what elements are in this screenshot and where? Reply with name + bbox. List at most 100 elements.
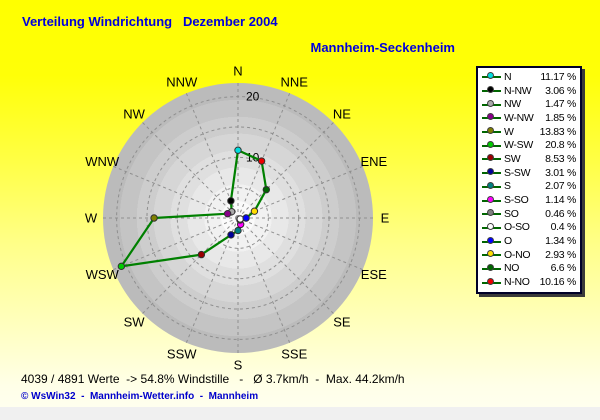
- grid-spoke: [237, 217, 334, 314]
- legend-percentage-value: 2.93 %: [545, 248, 576, 261]
- legend-item: N-NO 10.16 %: [482, 275, 576, 289]
- legend-percentage-value: 6.6 %: [550, 262, 577, 275]
- station-name: Mannheim-Seckenheim: [310, 40, 456, 55]
- data-point-marker: [234, 146, 242, 154]
- data-point-marker: [234, 226, 242, 235]
- legend-direction-label: W: [504, 125, 514, 138]
- grid-spoke: [237, 217, 363, 271]
- footer-copyright: © WsWin32 - Mannheim-Wetter.info - Mannh…: [21, 391, 259, 402]
- compass-label: WNW: [85, 154, 120, 169]
- legend-direction-label: SO: [504, 207, 519, 220]
- compass-label: NNW: [166, 75, 198, 90]
- legend-item: W 13.83 %: [482, 125, 576, 139]
- legend-percentage-value: 13.83 %: [539, 125, 577, 138]
- grid-spoke: [237, 165, 363, 219]
- legend-item: SW 8.53 %: [482, 152, 576, 166]
- legend-item: S-SW 3.01 %: [482, 166, 576, 180]
- legend-item: O-SO 0.4 %: [482, 221, 576, 235]
- legend-item: NO 6.6 %: [482, 262, 576, 276]
- legend-direction-label: O-NO: [504, 248, 531, 261]
- legend-series-marker-icon: [482, 86, 501, 95]
- legend-percentage-value: 0.46 %: [545, 207, 576, 220]
- legend-percentage-value: 3.01 %: [545, 166, 576, 179]
- legend-series-marker-icon: [482, 250, 501, 259]
- legend-series-marker-icon: [482, 236, 501, 246]
- legend-item: N-NW 3.06 %: [482, 84, 576, 98]
- data-point-marker: [223, 210, 232, 218]
- data-point-marker: [242, 214, 250, 222]
- window-bottom-strip: [0, 407, 600, 420]
- grid-spoke: [237, 217, 291, 343]
- legend-percentage-value: 1.34 %: [545, 235, 576, 248]
- legend-series-marker-icon: [482, 209, 501, 218]
- legend-series-marker-icon: [482, 113, 501, 122]
- grid-spoke: [113, 165, 239, 219]
- legend-direction-label: S: [504, 180, 511, 193]
- data-point-marker: [117, 262, 126, 271]
- legend-direction-label: W-SW: [504, 139, 533, 152]
- data-point-marker: [250, 207, 259, 215]
- compass-label: N: [233, 64, 242, 79]
- legend-series-marker-icon: [482, 263, 501, 273]
- legend-direction-label: SW: [504, 152, 521, 165]
- legend-percentage-value: 1.47 %: [545, 98, 576, 111]
- compass-label: NNE: [281, 75, 309, 90]
- grid-spoke: [237, 122, 334, 219]
- compass-label: NE: [333, 107, 351, 122]
- grid-circle: [176, 156, 300, 280]
- legend-percentage-value: 20.8 %: [545, 139, 576, 152]
- legend-item: S-SO 1.14 %: [482, 193, 576, 207]
- legend-percentage-value: 11.17 %: [540, 70, 576, 83]
- legend-percentage-value: 1.14 %: [545, 194, 576, 207]
- compass-label: SW: [124, 314, 146, 329]
- legend-series-marker-icon: [482, 72, 501, 81]
- legend-series-marker-icon: [482, 127, 501, 136]
- legend-direction-label: O-SO: [504, 221, 530, 234]
- legend-series-marker-icon: [482, 140, 501, 150]
- chart-title: Verteilung Windrichtung Dezember 2004: [22, 14, 278, 29]
- grid-spoke: [142, 217, 239, 314]
- compass-label: ENE: [360, 154, 387, 169]
- footer-stats: 4039 / 4891 Werte -> 54.8% Windstille - …: [21, 372, 405, 386]
- legend-item: SO 0.46 %: [482, 207, 576, 221]
- legend-percentage-value: 3.06 %: [545, 84, 576, 97]
- radial-tick-label: 20: [246, 90, 260, 104]
- legend-item: W-NW 1.85 %: [482, 111, 576, 125]
- legend-direction-label: N: [504, 70, 512, 83]
- legend-series-marker-icon: [482, 168, 501, 177]
- legend-series-marker-icon: [482, 277, 501, 287]
- data-point-marker: [150, 214, 158, 222]
- legend-series-marker-icon: [482, 99, 501, 109]
- legend-percentage-value: 1.85 %: [545, 111, 576, 124]
- legend-item: S 2.07 %: [482, 180, 576, 194]
- legend-percentage-value: 2.07 %: [545, 180, 576, 193]
- grid-circle: [207, 187, 269, 249]
- compass-label: WSW: [86, 267, 120, 282]
- legend-percentage-value: 10.16 %: [539, 276, 577, 289]
- compass-label: SE: [333, 314, 351, 329]
- legend: N 11.17 % N-NW 3.06 % NW 1.47 % W-NW 1.85 % W 13.…: [476, 66, 582, 294]
- legend-series-marker-icon: [482, 222, 501, 232]
- legend-direction-label: N-NW: [504, 84, 532, 97]
- legend-percentage-value: 8.53 %: [545, 152, 576, 165]
- grid-circle: [146, 126, 330, 310]
- grid-spoke: [142, 122, 239, 219]
- legend-item: O 1.34 %: [482, 234, 576, 248]
- compass-label: SSE: [281, 346, 307, 361]
- legend-direction-label: S-SW: [504, 166, 531, 179]
- legend-direction-label: O: [504, 235, 512, 248]
- grid-spoke: [185, 217, 239, 343]
- data-point-marker: [197, 250, 206, 259]
- legend-direction-label: W-NW: [504, 111, 534, 124]
- grid-spoke: [113, 217, 239, 271]
- legend-direction-label: NW: [504, 98, 521, 111]
- compass-label: ESE: [361, 267, 387, 282]
- legend-series-marker-icon: [482, 181, 501, 191]
- data-point-marker: [257, 157, 266, 165]
- legend-item: N 11.17 %: [482, 70, 576, 84]
- data-point-marker: [262, 185, 271, 194]
- compass-label: NW: [123, 107, 145, 122]
- legend-series-marker-icon: [482, 195, 501, 205]
